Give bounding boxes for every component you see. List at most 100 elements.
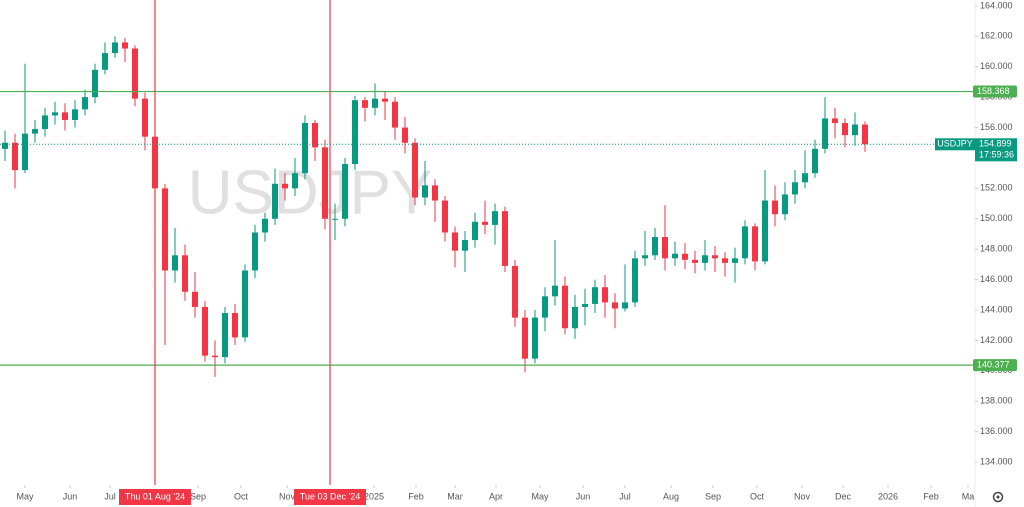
marker-label: Tue 03 Dec '24 xyxy=(300,491,360,501)
countdown: 17:59:36 xyxy=(979,150,1014,160)
candle-body xyxy=(622,302,628,309)
candle-body xyxy=(782,194,788,215)
candle-body xyxy=(552,285,558,297)
x-tick-label: Dec xyxy=(835,491,852,501)
candle-body xyxy=(612,302,618,309)
candle-body xyxy=(582,303,588,307)
level-label: 140.377 xyxy=(977,359,1010,369)
candle-body xyxy=(542,296,548,318)
y-tick-label: 156.000 xyxy=(980,122,1013,132)
candle-body xyxy=(122,42,128,49)
candle-body xyxy=(162,188,168,271)
symbol-badge xyxy=(935,138,975,151)
x-tick-label: Oct xyxy=(750,491,765,501)
candle-body xyxy=(772,200,778,215)
level-label: 158.368 xyxy=(977,86,1010,96)
candle-body xyxy=(522,317,528,359)
candle-body xyxy=(752,226,758,262)
y-tick-label: 150.000 xyxy=(980,213,1013,223)
candle-body xyxy=(692,259,698,263)
x-tick-label: 2026 xyxy=(878,491,898,501)
x-tick-label: Apr xyxy=(489,491,503,501)
candle-body xyxy=(862,124,868,145)
level-badge xyxy=(973,85,1017,98)
candle-body xyxy=(192,291,198,307)
candle-body xyxy=(462,240,468,251)
candle-body xyxy=(22,133,28,171)
x-tick-label: Sep xyxy=(705,491,721,501)
x-tick-label: Nov xyxy=(279,491,296,501)
level-badge xyxy=(973,359,1017,372)
candle-body xyxy=(832,118,838,123)
candle-body xyxy=(42,115,48,130)
candle-body xyxy=(642,255,648,259)
candle-body xyxy=(92,69,98,98)
x-tick-label: Feb xyxy=(408,491,424,501)
candle-body xyxy=(172,255,178,271)
candle-body xyxy=(562,285,568,329)
x-tick-label: Mar xyxy=(447,491,463,501)
x-tick-label: 2025 xyxy=(364,491,384,501)
candle-body xyxy=(602,287,608,303)
x-tick-label: May xyxy=(16,491,34,501)
candle-body xyxy=(852,124,858,136)
x-tick-label: Jul xyxy=(104,491,116,501)
marker-badge xyxy=(294,489,366,505)
candle-body xyxy=(822,118,828,149)
candle-body xyxy=(652,237,658,256)
candle-body xyxy=(332,218,338,220)
candle-body xyxy=(482,221,488,225)
candle-body xyxy=(362,100,368,108)
candle-body xyxy=(452,232,458,251)
candle-body xyxy=(252,232,258,271)
candle-body xyxy=(432,185,438,201)
y-tick-label: 152.000 xyxy=(980,183,1013,193)
candle-body xyxy=(592,287,598,304)
candle-body xyxy=(392,101,398,128)
x-tick-label: Sep xyxy=(190,491,206,501)
candle-body xyxy=(292,173,298,189)
x-tick-label: Jun xyxy=(576,491,591,501)
x-tick-label: Nov xyxy=(794,491,811,501)
candle-body xyxy=(682,253,688,260)
candle-body xyxy=(492,211,498,225)
candle-body xyxy=(132,48,138,99)
y-tick-label: 162.000 xyxy=(980,31,1013,41)
watermark: USDJPY xyxy=(188,158,433,227)
candle-body xyxy=(72,109,78,120)
y-tick-label: 136.000 xyxy=(980,426,1013,436)
candle-body xyxy=(712,255,718,259)
last-price-label: 154.899 xyxy=(979,139,1012,149)
x-tick-label: Jul xyxy=(619,491,631,501)
candle-body xyxy=(302,122,308,174)
candle-body xyxy=(142,98,148,137)
candle-body xyxy=(842,122,848,136)
y-tick-label: 160.000 xyxy=(980,61,1013,71)
candle-body xyxy=(442,200,448,233)
candle-body xyxy=(382,98,388,102)
symbol-label: USDJPY xyxy=(937,139,973,149)
candle-body xyxy=(2,142,8,149)
marker-badge xyxy=(119,489,191,505)
candle-body xyxy=(52,112,58,116)
candle-body xyxy=(742,226,748,259)
x-tick-label: Aug xyxy=(663,491,679,501)
candle-body xyxy=(112,42,118,54)
candle-body xyxy=(512,265,518,318)
candle-body xyxy=(232,313,238,338)
candle-body xyxy=(182,255,188,292)
candle-body xyxy=(812,148,818,174)
candle-body xyxy=(202,306,208,356)
candle-body xyxy=(222,313,228,358)
x-tick-label: May xyxy=(531,491,549,501)
candle-body xyxy=(422,185,428,198)
y-tick-label: 146.000 xyxy=(980,274,1013,284)
marker-label: Thu 01 Aug '24 xyxy=(125,491,185,501)
candle-body xyxy=(82,97,88,110)
x-tick-label: Oct xyxy=(234,491,249,501)
settings-icon[interactable] xyxy=(992,491,1004,503)
candle-body xyxy=(242,270,248,338)
candle-body xyxy=(502,211,508,266)
candle-body xyxy=(272,183,278,219)
